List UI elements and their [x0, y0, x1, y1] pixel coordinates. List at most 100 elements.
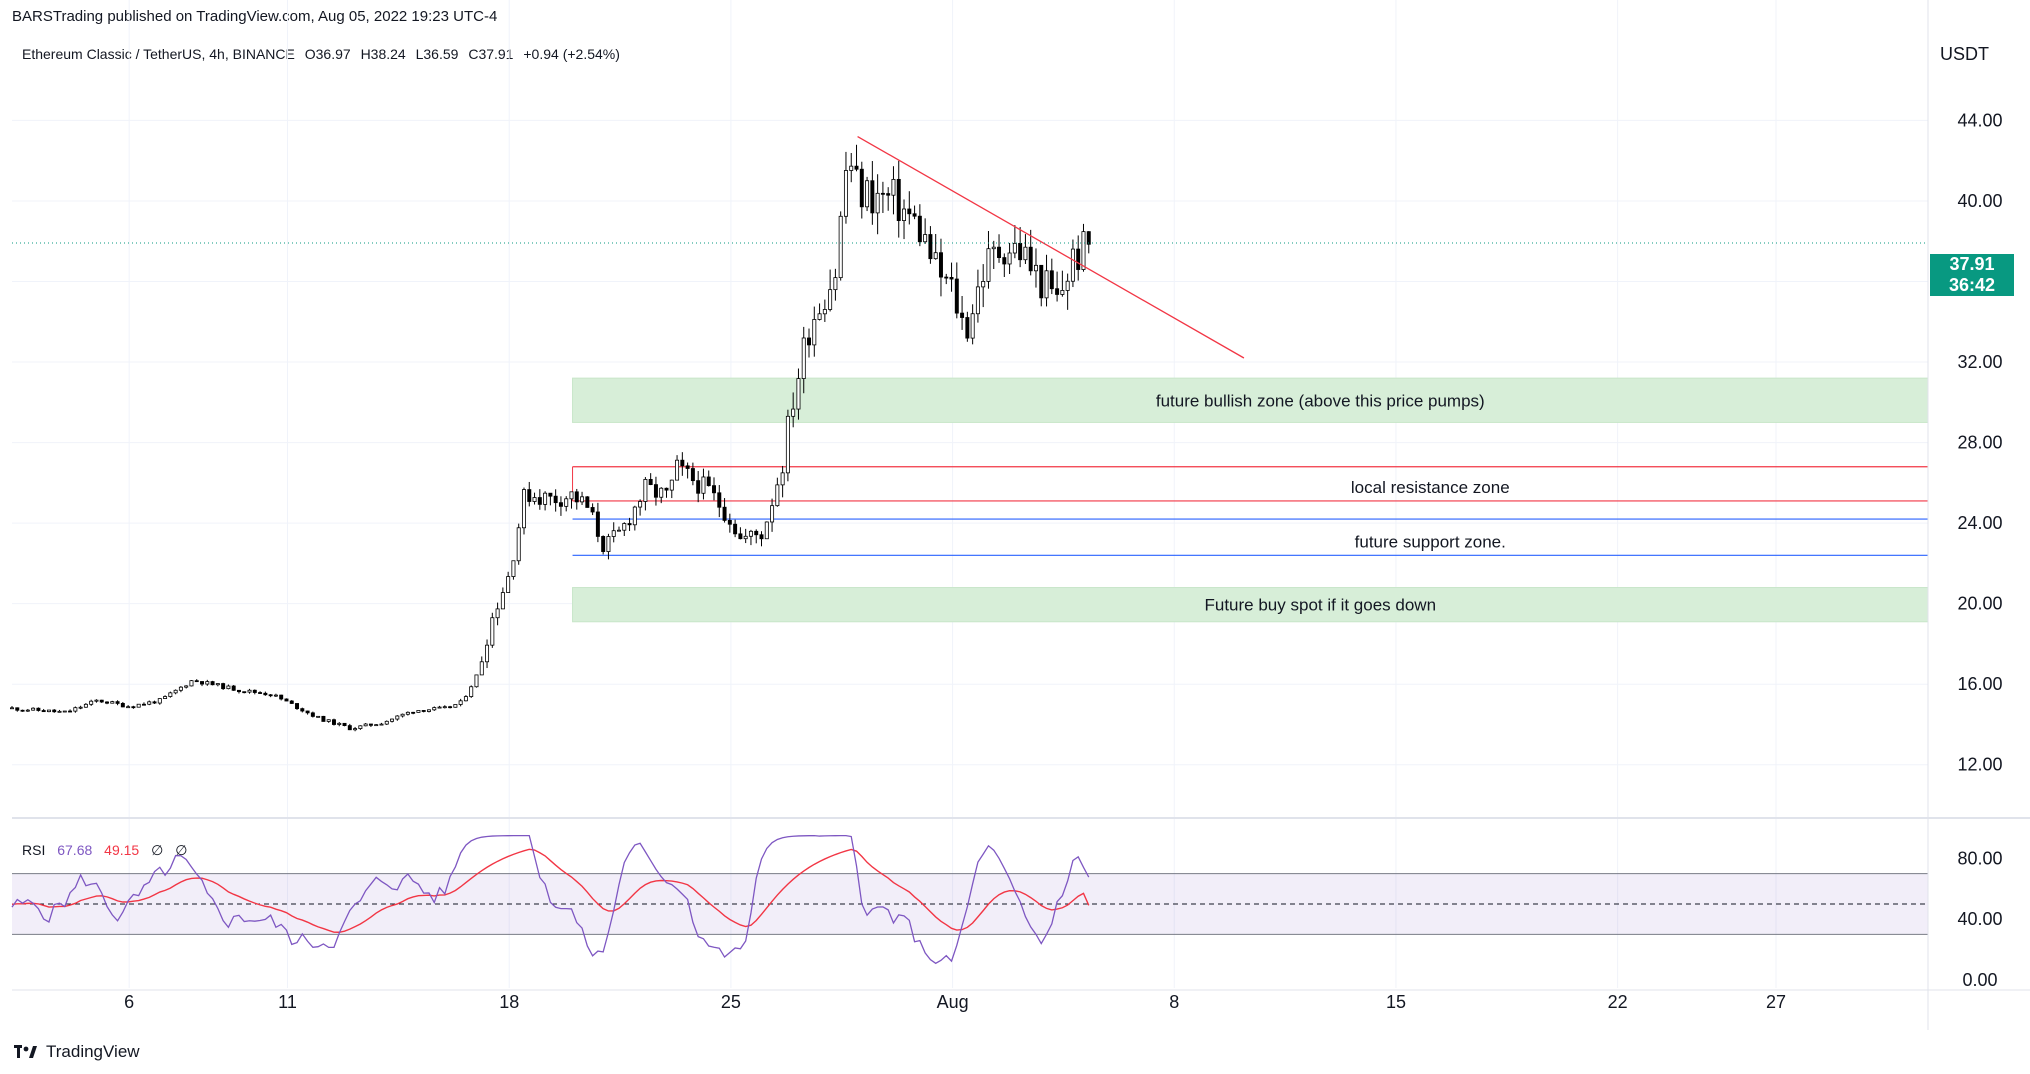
- candle-body: [553, 495, 558, 504]
- candle-body: [252, 689, 257, 693]
- candle-body: [474, 674, 479, 688]
- candle-body: [374, 724, 379, 727]
- candle-body: [801, 337, 806, 379]
- time-tick-label: 27: [1766, 992, 1786, 1012]
- candle-body: [1086, 231, 1091, 245]
- tradingview-brand[interactable]: TradingView: [14, 1042, 140, 1062]
- candle-body: [147, 701, 152, 705]
- symbol-legend[interactable]: Ethereum Classic / TetherUS, 4h, BINANCE…: [22, 46, 626, 62]
- candle-body: [859, 168, 864, 208]
- candle-body: [643, 479, 648, 502]
- ohlc-low: L36.59: [415, 46, 459, 62]
- time-tick-label: 25: [721, 992, 741, 1012]
- candle-body: [405, 711, 410, 715]
- candle-body: [141, 703, 146, 706]
- rsi-tick-label: 80.00: [1957, 848, 2002, 868]
- candle-body: [564, 498, 569, 507]
- candle-body: [469, 686, 474, 697]
- candle-body: [110, 701, 115, 704]
- candle-body: [337, 722, 342, 725]
- candle-body: [648, 479, 653, 486]
- candle-body: [453, 704, 458, 708]
- candle-body: [949, 276, 954, 280]
- candle-body: [442, 706, 447, 709]
- candle-body: [970, 313, 975, 339]
- candle-body: [733, 523, 738, 535]
- candle-body: [923, 234, 928, 243]
- candle-body: [131, 706, 136, 709]
- candle-body: [358, 725, 363, 729]
- candle-body: [738, 533, 743, 540]
- candle-body: [886, 193, 891, 196]
- candle-body: [1023, 246, 1028, 261]
- candle-body: [1033, 264, 1038, 272]
- candle-body: [516, 527, 521, 562]
- candle-body: [896, 178, 901, 221]
- candle-body: [73, 707, 78, 712]
- candle-body: [368, 723, 373, 726]
- candle-body: [944, 276, 949, 279]
- rsi-pane: [11, 834, 1928, 965]
- rsi-ma-line: [11, 848, 1090, 933]
- candle-body: [268, 694, 273, 697]
- candle-body: [20, 709, 25, 712]
- candle-body: [400, 713, 405, 717]
- candle-body: [543, 492, 548, 505]
- candle-body: [52, 709, 57, 713]
- last-price-badge: 37.91: [1930, 254, 2014, 275]
- annotations-layer: [12, 135, 1928, 359]
- candle-body: [1028, 246, 1033, 272]
- candle-body: [94, 699, 99, 702]
- candle-body: [854, 165, 859, 170]
- symbol-name: Ethereum Classic / TetherUS, 4h, BINANCE: [22, 46, 295, 62]
- candle-body: [680, 459, 685, 467]
- candle-body: [638, 501, 643, 508]
- currency-label[interactable]: USDT: [1940, 44, 1989, 64]
- candle-body: [722, 506, 727, 521]
- candle-body: [432, 707, 437, 711]
- candle-body: [843, 170, 848, 217]
- candle-body: [759, 534, 764, 540]
- candle-body: [221, 683, 226, 690]
- tradingview-logo-icon: [14, 1045, 37, 1058]
- candle-body: [310, 712, 315, 717]
- rsi-legend[interactable]: RSI 67.68 49.15 ∅ ∅: [22, 842, 195, 859]
- candle-body: [284, 698, 289, 702]
- zone-label: local resistance zone: [1351, 478, 1510, 497]
- candle-body: [411, 711, 416, 714]
- candle-body: [770, 505, 775, 523]
- candle-body: [754, 530, 759, 536]
- candle-body: [136, 703, 141, 708]
- candle-body: [416, 710, 421, 713]
- candle-body: [68, 710, 73, 713]
- candle-body: [653, 484, 658, 498]
- candle-body: [205, 681, 210, 685]
- candle-body: [611, 530, 616, 537]
- candle-body: [326, 719, 331, 722]
- candle-body: [41, 710, 46, 713]
- candle-body: [933, 252, 938, 260]
- candle-body: [178, 686, 183, 691]
- candle-body: [574, 491, 579, 503]
- candle-body: [632, 506, 637, 526]
- candle-body: [590, 507, 595, 513]
- candle-body: [200, 681, 205, 685]
- candle-body: [1039, 264, 1044, 299]
- rsi-ma-value: 49.15: [104, 842, 140, 858]
- candle-body: [706, 476, 711, 487]
- rsi-title: RSI: [22, 842, 46, 858]
- ohlc-high: H38.24: [360, 46, 406, 62]
- candle-body: [126, 706, 131, 709]
- candle-body: [817, 313, 822, 320]
- candle-body: [321, 715, 326, 722]
- rsi-value: 67.68: [57, 842, 93, 858]
- candle-body: [173, 689, 178, 694]
- candle-body: [210, 681, 215, 686]
- candle-body: [500, 592, 505, 610]
- candle-body: [785, 415, 790, 474]
- candle-body: [622, 523, 627, 531]
- candle-body: [907, 208, 912, 215]
- zone-label: future bullish zone (above this price pu…: [1156, 391, 1485, 410]
- price-tick-label: 32.00: [1957, 352, 2002, 372]
